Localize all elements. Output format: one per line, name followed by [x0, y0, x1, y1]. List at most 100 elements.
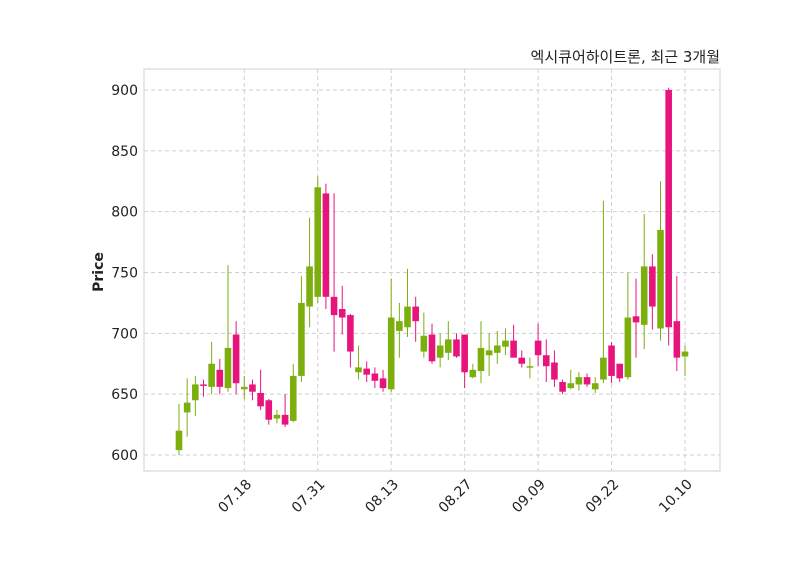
candle — [575, 372, 583, 391]
x-tick-label: 09.09 — [509, 477, 549, 517]
candle — [453, 333, 460, 358]
candle-body — [445, 339, 452, 353]
candle-body — [428, 334, 436, 362]
candle — [600, 200, 607, 384]
candle — [306, 217, 313, 328]
candle — [379, 369, 387, 392]
candle — [192, 375, 199, 417]
candle-body — [518, 357, 526, 364]
y-tick-label: 900 — [111, 83, 138, 99]
candle — [485, 333, 493, 376]
candle — [657, 181, 664, 341]
candle-body — [616, 363, 624, 379]
x-tick-label: 08.27 — [436, 477, 476, 517]
candle — [387, 278, 395, 392]
candle — [665, 87, 672, 346]
candle — [208, 341, 215, 395]
candle — [624, 272, 632, 380]
candle-body — [208, 363, 215, 387]
candle-body — [249, 384, 256, 392]
candle-body — [436, 345, 444, 358]
candle — [232, 321, 240, 395]
candle — [518, 350, 526, 368]
grid — [144, 69, 720, 471]
candle-body — [396, 321, 403, 331]
candle — [673, 276, 681, 372]
candle-body — [232, 334, 240, 384]
candle-body — [330, 296, 338, 316]
candle — [461, 334, 468, 389]
candle — [371, 367, 379, 389]
candle — [175, 403, 183, 455]
candle — [632, 278, 640, 358]
candle-body — [404, 306, 411, 328]
y-axis-label: Price — [91, 252, 107, 292]
candle — [216, 358, 224, 395]
candle-body — [200, 384, 207, 386]
candle-body — [665, 90, 672, 328]
candle — [363, 361, 371, 382]
candle — [608, 341, 615, 384]
candle — [559, 379, 566, 395]
candle-body — [453, 339, 460, 357]
candle — [469, 363, 477, 379]
candle-body — [657, 229, 664, 329]
y-tick-label: 850 — [111, 144, 138, 160]
candle-body — [224, 347, 232, 389]
x-tick-label: 07.18 — [215, 477, 255, 517]
y-tick-label: 750 — [111, 266, 138, 282]
candle — [510, 324, 517, 358]
candle-body — [338, 309, 346, 318]
candle-body — [551, 362, 558, 380]
candle — [273, 409, 281, 424]
candle-body — [526, 366, 534, 368]
candle-body — [632, 316, 640, 323]
candle-body — [583, 377, 591, 385]
y-tick-label: 800 — [111, 205, 138, 221]
candle — [583, 373, 591, 387]
chart-title: 엑시큐어하이트론, 최근 3개월 — [531, 48, 720, 66]
candle-body — [192, 384, 199, 401]
candle — [249, 379, 256, 401]
candle — [396, 302, 403, 358]
candle — [526, 357, 534, 379]
candle — [347, 313, 354, 368]
candle-body — [363, 368, 371, 375]
candle — [428, 323, 436, 364]
candle — [502, 328, 509, 356]
candle-body — [461, 334, 468, 373]
candle — [477, 321, 485, 384]
candle-body — [322, 193, 330, 297]
candle-body — [485, 350, 493, 356]
y-tick-label: 700 — [111, 326, 138, 342]
y-tick-label: 600 — [111, 448, 138, 464]
candle-body — [281, 414, 289, 425]
candle-body — [477, 347, 485, 372]
candle-body — [534, 340, 542, 356]
candle — [240, 375, 248, 400]
y-axis: 600 650 700 750 800 850 900 — [111, 83, 138, 464]
candle-body — [559, 382, 566, 392]
candle-body — [600, 357, 607, 380]
candle — [338, 285, 346, 335]
candle — [493, 330, 501, 364]
candle-body — [273, 414, 281, 419]
candle — [420, 312, 428, 358]
candle-body — [502, 340, 509, 347]
candle — [355, 345, 362, 380]
candle — [314, 176, 322, 303]
candle-body — [510, 340, 517, 358]
candle — [567, 369, 575, 390]
candle — [281, 394, 289, 428]
candle — [534, 323, 542, 367]
candle-body — [673, 321, 681, 358]
candle-body — [387, 317, 395, 390]
candle — [551, 350, 558, 387]
candle-body — [493, 345, 501, 353]
candle — [330, 193, 338, 352]
candle-body — [314, 187, 322, 297]
candle — [649, 254, 656, 330]
candle-body — [371, 373, 379, 381]
candle-body — [412, 306, 419, 322]
candle — [289, 363, 297, 423]
